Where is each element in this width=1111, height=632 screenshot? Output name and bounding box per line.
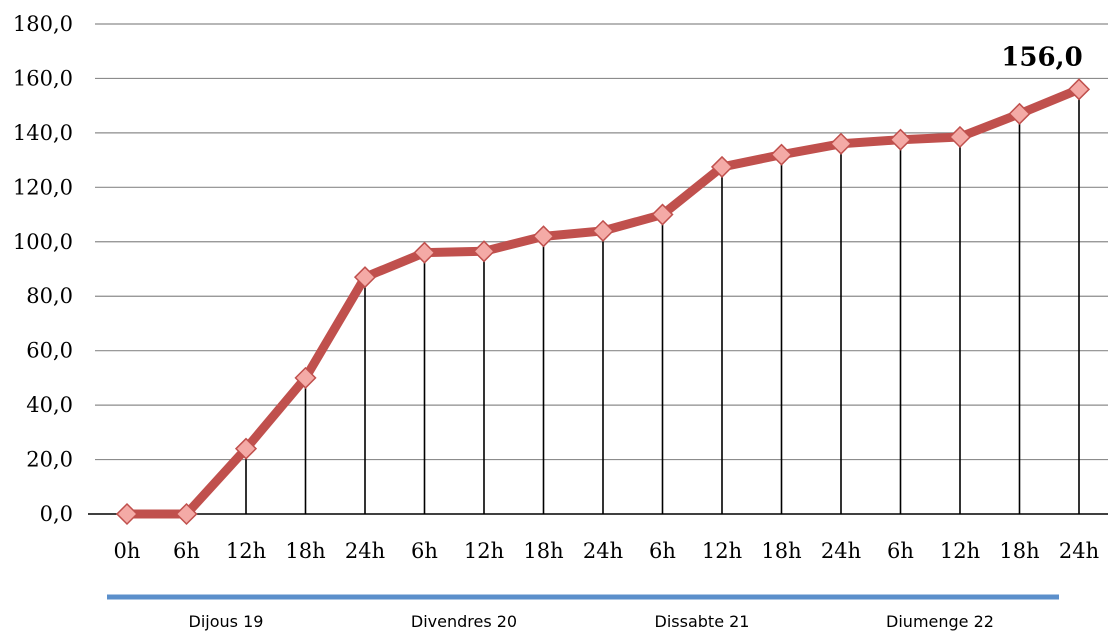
y-tick-label: 180,0 (13, 12, 73, 36)
x-tick-label: 24h (1059, 539, 1099, 563)
y-tick-label: 140,0 (13, 121, 73, 145)
x-tick-label: 12h (702, 539, 742, 563)
x-tick-label: 6h (649, 539, 676, 563)
x-tick-label: 24h (583, 539, 623, 563)
data-point-marker (1067, 78, 1091, 101)
data-point-marker (234, 437, 258, 460)
data-point-marker (532, 225, 555, 248)
x-tick-label: 6h (887, 539, 914, 563)
y-tick-label: 40,0 (26, 393, 73, 417)
x-tick-label: 12h (940, 539, 980, 563)
data-point-marker (770, 143, 793, 166)
data-point-marker (294, 366, 317, 389)
data-point-marker (175, 502, 198, 526)
y-tick-label: 20,0 (26, 448, 73, 472)
data-point-marker (591, 219, 615, 242)
data-point-marker (889, 128, 912, 151)
y-tick-label: 120,0 (13, 175, 73, 199)
x-tick-label: 18h (523, 539, 563, 563)
y-tick-label: 100,0 (13, 230, 73, 254)
data-point-marker (948, 125, 972, 149)
data-point-marker (829, 132, 853, 155)
day-group-label: Dijous 19 (189, 612, 264, 631)
data-point-marker (651, 203, 674, 226)
day-group-label: Diumenge 22 (886, 612, 994, 631)
day-group-label: Dissabte 21 (655, 612, 750, 631)
drop-lines (245, 89, 1080, 514)
y-tick-label: 80,0 (26, 284, 73, 308)
data-point-marker (1008, 102, 1031, 125)
x-tick-label: 18h (761, 539, 801, 563)
y-axis-ticks: 0,0 20,0 40,0 60,0 80,0 100,0 120,0 140,0 160,0 1… (13, 12, 73, 526)
x-tick-label: 0h (114, 539, 141, 563)
data-point-marker (472, 240, 496, 263)
x-tick-label: 12h (226, 539, 266, 563)
x-axis-ticks: 0h 6h 12h 18h 24h 6h 12h 18h 24h 6h 12h 18h 24h 6h 12h… (114, 539, 1100, 563)
data-point-marker (353, 266, 377, 289)
gridlines (95, 23, 1108, 461)
series-markers (115, 78, 1091, 526)
data-point-marker (115, 502, 139, 526)
day-group-label: Divendres 20 (411, 612, 517, 631)
day-groups: Dijous 19 Divendres 20 Dissabte 21 Diumenge… (107, 594, 1059, 631)
y-tick-label: 160,0 (13, 66, 73, 90)
x-tick-label: 24h (821, 539, 861, 563)
x-tick-label: 18h (999, 539, 1039, 563)
y-tick-label: 0,0 (40, 502, 73, 526)
x-tick-label: 18h (285, 539, 325, 563)
x-tick-label: 12h (464, 539, 504, 563)
x-tick-label: 24h (345, 539, 385, 563)
data-point-marker (413, 241, 436, 264)
x-tick-label: 6h (411, 539, 438, 563)
x-tick-label: 6h (173, 539, 200, 563)
last-value-annotation: 156,0 (1001, 42, 1082, 72)
y-tick-label: 60,0 (26, 339, 73, 363)
data-point-marker (710, 155, 734, 178)
